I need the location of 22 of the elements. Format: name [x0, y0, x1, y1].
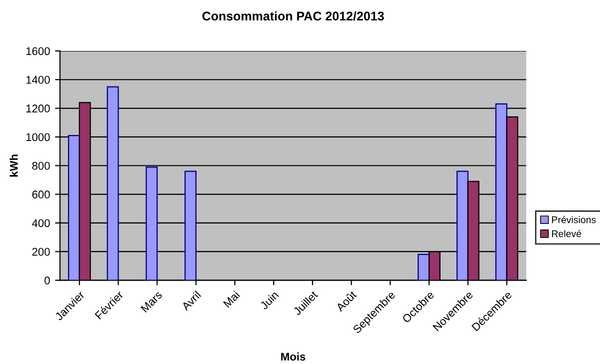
legend-label: Relevé	[552, 230, 582, 238]
legend-label: Prévisions	[552, 216, 596, 224]
bar	[68, 134, 80, 280]
x-tick-label: Juin	[259, 290, 279, 310]
y-tick-label: 1600	[26, 47, 50, 56]
y-tick-label: 200	[32, 248, 50, 256]
chart-title: Consommation PAC 2012/2013	[202, 11, 384, 21]
bar	[184, 170, 197, 280]
y-tick-label: 600	[32, 190, 50, 198]
bar	[456, 170, 468, 280]
y-axis-title: kWh	[10, 154, 18, 177]
bar	[106, 86, 119, 280]
y-tick-label: 1200	[26, 104, 50, 112]
y-tick-label: 800	[32, 162, 50, 170]
y-tick-label: 0	[44, 276, 50, 284]
y-tick-label: 400	[32, 219, 50, 228]
x-axis-title: Mois	[281, 352, 306, 361]
bar	[418, 254, 430, 280]
x-tick-label: Mai	[222, 290, 240, 308]
y-tick-label: 1400	[26, 76, 50, 84]
bar	[146, 166, 158, 280]
y-tick-label: 1000	[26, 133, 50, 142]
